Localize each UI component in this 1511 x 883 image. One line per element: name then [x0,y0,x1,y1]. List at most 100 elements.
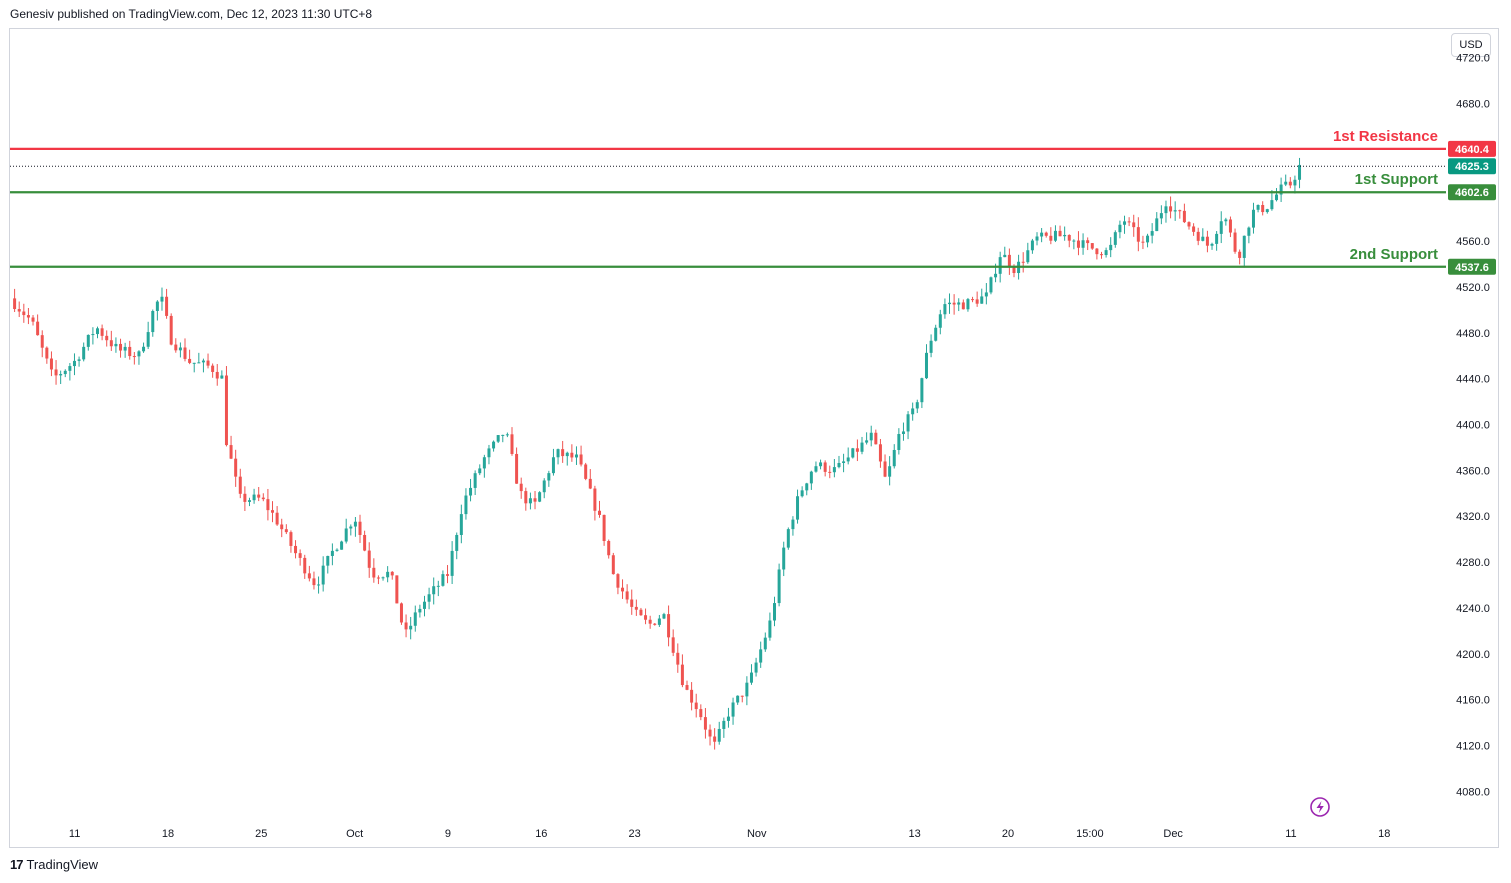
candle-body [634,606,638,610]
candle-body [123,346,127,351]
candle-body [1090,243,1094,249]
candle-body [151,310,155,333]
candle-body [920,378,924,403]
candle-body [1169,206,1173,212]
candle-body [551,457,555,474]
candle-body [1123,221,1127,225]
candle-body [828,471,832,473]
candle-body [192,362,196,364]
price-tick-label: 4520.0 [1456,282,1490,294]
price-tick-label: 4480.0 [1456,328,1490,340]
candle-body [713,736,717,742]
candle-body [247,500,251,502]
candle-body [657,618,661,625]
candle-body [142,346,146,352]
currency-button[interactable]: USD [1451,33,1491,57]
candle-body [446,574,450,576]
candle-body [717,728,721,742]
price-tick-label: 4720.0 [1456,53,1490,65]
candle-body [183,347,187,359]
candle-body [874,432,878,445]
candle-body [699,709,703,718]
candle-body [782,547,786,570]
candle-body [565,452,569,457]
candles-layer [13,157,1302,750]
tradingview-logo-icon: 17 [10,857,24,872]
candle-body [805,483,809,491]
candle-body [980,296,984,304]
candle-body [1081,240,1085,248]
candle-body [395,575,399,604]
candle-body [344,528,348,542]
candle-body [1053,230,1057,241]
candle-body [860,442,864,452]
candle-body [91,334,95,336]
candle-body [1284,181,1288,185]
candle-body [1182,210,1186,223]
candle-body [155,301,159,311]
time-tick-label: Nov [747,828,767,840]
candle-body [165,296,169,316]
replay-icon[interactable] [1310,797,1330,817]
candle-body [174,344,178,351]
candle-body [340,541,344,550]
candle-body [427,594,431,602]
candle-body [358,521,362,535]
candle-body [492,441,496,449]
candle-body [160,296,164,302]
candle-body [888,466,892,477]
candle-body [206,360,210,366]
price-axis[interactable]: 4080.0 4120.0 4160.0 4200.0 4240.0 4280.0 4320… [1456,53,1490,799]
candle-body [1215,233,1219,244]
levels-layer: 1st Resistance 4640.4 1st Support 4602.6 2nd… [10,128,1496,275]
candle-body [36,321,40,336]
candle-body [966,299,970,310]
price-tick-label: 4680.0 [1456,99,1490,111]
candle-body [169,315,173,345]
candle-body [96,328,100,335]
candle-body [819,462,823,467]
candle-body [924,352,928,379]
price-tick-label: 4240.0 [1456,603,1490,615]
candle-body [538,492,542,502]
candle-body [906,414,910,432]
candle-body [289,532,293,546]
candle-body [31,317,35,322]
time-tick-label: 18 [1378,828,1390,840]
candle-body [496,435,500,442]
candle-body [40,335,44,348]
candle-body [1288,181,1292,186]
candle-body [846,457,850,462]
candle-body [1118,224,1122,233]
candle-body [77,359,81,361]
candle-body [961,302,965,310]
candle-body [82,346,86,360]
candle-body [376,577,380,579]
time-tick-label: 9 [445,828,451,840]
candle-body [1164,206,1168,214]
candle-body [1173,210,1177,212]
candle-body [1224,219,1228,222]
candle-body [519,483,523,492]
candle-body [777,569,781,604]
last-price-badge [1448,158,1496,175]
candle-body [505,434,509,436]
candle-body [390,571,394,576]
candle-body [436,585,440,587]
candle-body [1099,254,1103,256]
time-axis[interactable]: 11 18 25 Oct 9 16 23 Nov 13 20 15:00 Dec 11 18 [69,828,1390,840]
candle-body [1270,200,1274,210]
candle-body [593,488,597,511]
candle-body [478,468,482,474]
candle-body [1076,240,1080,248]
candle-body [680,664,684,686]
level-price-badge [1448,140,1496,157]
candle-body [929,340,933,353]
time-tick-label: 11 [1285,828,1296,840]
time-tick-label: 18 [162,828,174,840]
brand-name: TradingView [26,857,99,872]
candle-body [220,375,224,379]
candle-body [284,529,288,533]
candle-body [579,454,583,465]
